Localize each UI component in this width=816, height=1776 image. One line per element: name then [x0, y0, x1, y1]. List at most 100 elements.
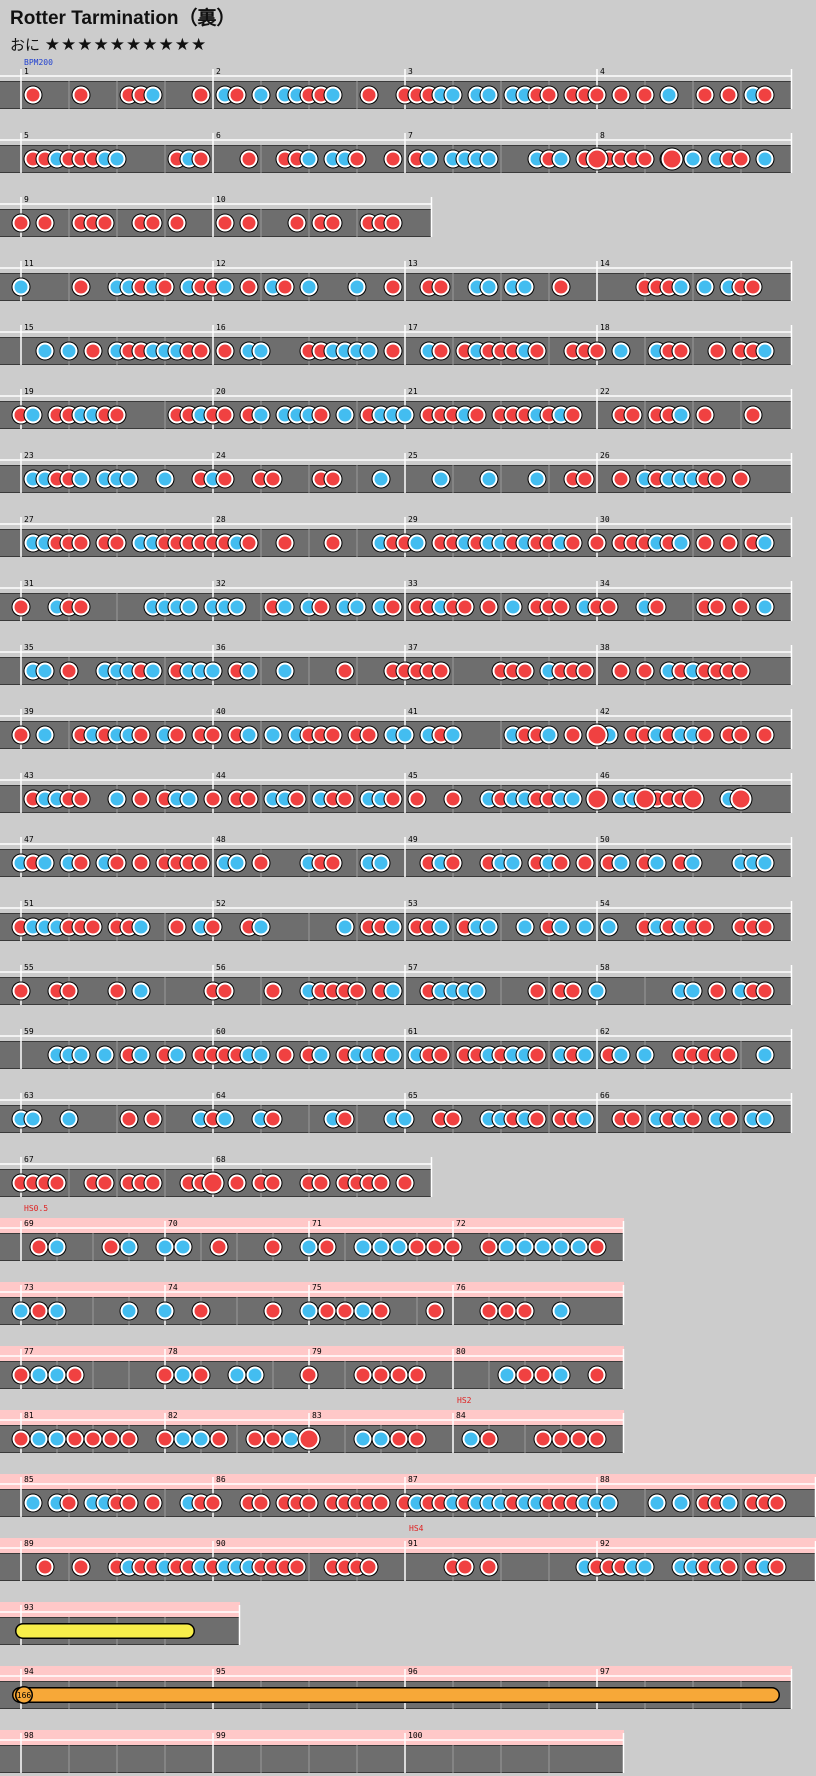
measure-number: 93	[24, 1603, 34, 1612]
ka-note	[326, 88, 340, 102]
don-note	[14, 728, 28, 742]
ka-note	[314, 1048, 328, 1062]
don-note	[446, 1112, 460, 1126]
don-note	[122, 1112, 136, 1126]
ka-note	[206, 664, 220, 678]
measure-number: 37	[408, 643, 418, 652]
ka-note	[350, 280, 364, 294]
don-note	[206, 920, 220, 934]
don-note	[554, 856, 568, 870]
ka-note	[386, 1048, 400, 1062]
measure-number: 40	[216, 707, 226, 716]
ka-note	[758, 536, 772, 550]
measure-number: 58	[600, 963, 610, 972]
ka-note	[662, 88, 676, 102]
ka-note	[674, 1496, 688, 1510]
big-don-note	[588, 726, 606, 744]
ka-note	[434, 472, 448, 486]
event-label: HS2	[457, 1396, 472, 1405]
ka-note	[38, 856, 52, 870]
measure-number: 14	[600, 259, 610, 268]
measure-number: 21	[408, 387, 418, 396]
don-note	[110, 536, 124, 550]
scroll-speed-band	[0, 1730, 624, 1747]
don-note	[638, 664, 652, 678]
ka-note	[242, 664, 256, 678]
don-note	[320, 1240, 334, 1254]
don-note	[110, 408, 124, 422]
don-note	[242, 216, 256, 230]
big-don-note	[732, 790, 750, 808]
don-note	[362, 728, 376, 742]
don-note	[206, 728, 220, 742]
don-note	[698, 408, 712, 422]
measure-number: 81	[24, 1411, 34, 1420]
measure-number: 79	[312, 1347, 322, 1356]
don-note	[734, 472, 748, 486]
don-note	[446, 1240, 460, 1254]
don-note	[350, 984, 364, 998]
event-label: BPM200	[24, 58, 53, 67]
don-note	[650, 600, 664, 614]
measure-number: 34	[600, 579, 610, 588]
ka-note	[110, 152, 124, 166]
measure-number: 11	[24, 259, 34, 268]
don-note	[248, 1432, 262, 1446]
event-label: HS4	[409, 1524, 424, 1533]
measure-number: 100	[408, 1731, 423, 1740]
measure-number: 38	[600, 643, 610, 652]
ka-note	[50, 1240, 64, 1254]
ka-note	[176, 1432, 190, 1446]
don-note	[710, 984, 724, 998]
ka-note	[602, 1496, 616, 1510]
ka-note	[674, 280, 688, 294]
ka-note	[218, 280, 232, 294]
ka-note	[446, 728, 460, 742]
ka-note	[38, 344, 52, 358]
don-note	[566, 984, 580, 998]
ka-note	[446, 88, 460, 102]
don-note	[734, 728, 748, 742]
ka-note	[284, 1432, 298, 1446]
don-note	[14, 216, 28, 230]
ka-note	[374, 856, 388, 870]
don-note	[428, 1304, 442, 1318]
don-note	[698, 920, 712, 934]
don-note	[482, 600, 496, 614]
don-note	[638, 152, 652, 166]
ka-note	[302, 280, 316, 294]
don-note	[122, 1496, 136, 1510]
measure-number: 19	[24, 387, 34, 396]
don-note	[614, 664, 628, 678]
don-note	[266, 1240, 280, 1254]
don-note	[722, 1560, 736, 1574]
don-note	[554, 1432, 568, 1446]
big-don-note	[204, 1174, 222, 1192]
ka-note	[38, 728, 52, 742]
ka-note	[590, 984, 604, 998]
ka-note	[26, 1112, 40, 1126]
measure-number: 17	[408, 323, 418, 332]
ka-note	[602, 920, 616, 934]
measure-number: 25	[408, 451, 418, 460]
measure-number: 26	[600, 451, 610, 460]
don-note	[758, 728, 772, 742]
don-note	[722, 1112, 736, 1126]
don-note	[470, 408, 484, 422]
ka-note	[350, 600, 364, 614]
don-note	[326, 856, 340, 870]
don-note	[290, 792, 304, 806]
don-note	[536, 1368, 550, 1382]
ka-note	[482, 920, 496, 934]
don-note	[386, 792, 400, 806]
don-note	[98, 1176, 112, 1190]
ka-note	[578, 1048, 592, 1062]
don-note	[206, 1496, 220, 1510]
measure-number: 4	[600, 67, 605, 76]
don-note	[758, 984, 772, 998]
ka-note	[356, 1304, 370, 1318]
measure-number: 75	[312, 1283, 322, 1292]
ka-note	[482, 88, 496, 102]
don-note	[698, 536, 712, 550]
